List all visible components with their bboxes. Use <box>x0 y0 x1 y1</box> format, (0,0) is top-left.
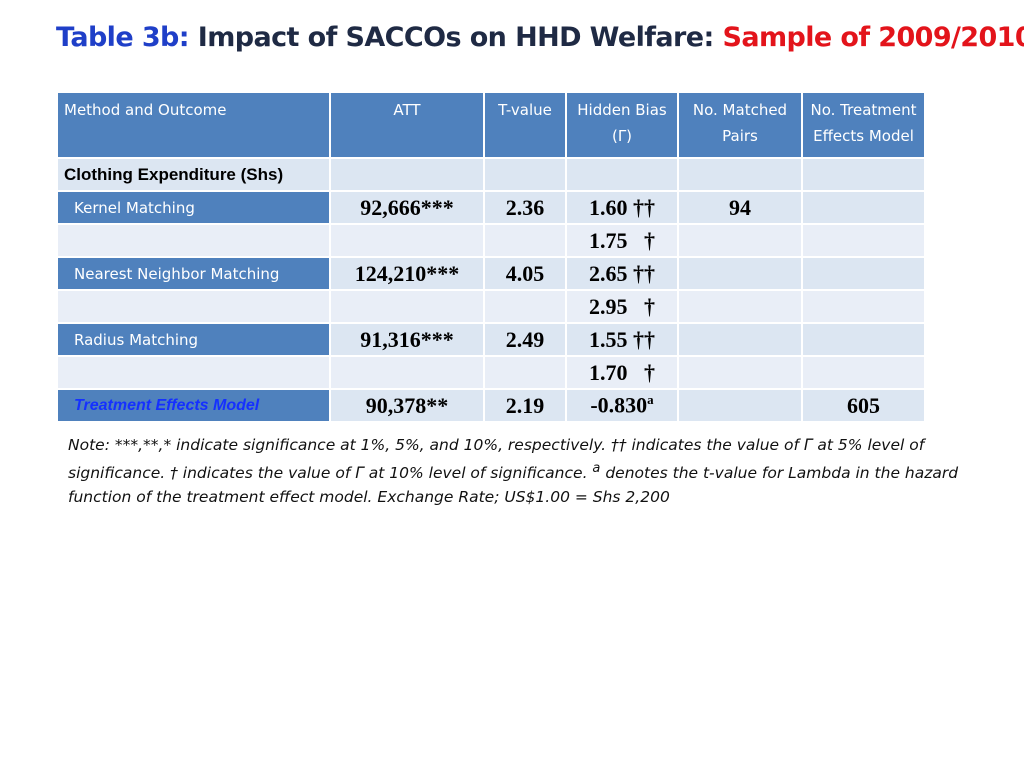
value-cell: 2.95 † <box>567 291 677 322</box>
value-text: -0.830 <box>590 392 648 418</box>
row-label <box>58 291 329 322</box>
value-sup: a <box>647 392 654 408</box>
empty-cell <box>331 159 483 190</box>
table-row: Nearest Neighbor Matching 124,210*** 4.05 2… <box>58 258 924 289</box>
value-cell <box>803 225 924 256</box>
value-cell: 4.05 <box>485 258 565 289</box>
table-row: Kernel Matching 92,666*** 2.36 1.60 †† 94 <box>58 192 924 223</box>
header-cell: No. Treatment Effects Model <box>803 93 924 157</box>
value-cell: 94 <box>679 192 801 223</box>
empty-cell <box>567 159 677 190</box>
value-cell <box>803 192 924 223</box>
value-cell <box>803 357 924 388</box>
note-text: denotes the t-value for Lambda in the ha… <box>68 464 959 507</box>
value-cell <box>803 291 924 322</box>
empty-cell <box>803 159 924 190</box>
header-cell: No. Matched Pairs <box>679 93 801 157</box>
value-cell <box>803 324 924 355</box>
title: Table 3b: Impact of SACCOs on HHD Welfar… <box>56 22 1024 53</box>
header-row: Method and Outcome ATT T-value Hidden Bias … <box>58 93 924 157</box>
value-cell: 124,210*** <box>331 258 483 289</box>
value-cell: 1.55 †† <box>567 324 677 355</box>
empty-cell <box>485 159 565 190</box>
header-cell: ATT <box>331 93 483 157</box>
row-label: Treatment Effects Model <box>58 390 329 421</box>
table-row: 1.70 † <box>58 357 924 388</box>
title-highlight: Sample of 2009/2010 <box>722 22 1024 53</box>
value-cell <box>679 225 801 256</box>
value-cell: -0.830a <box>567 390 677 421</box>
row-label: Nearest Neighbor Matching <box>58 258 329 289</box>
value-cell <box>331 357 483 388</box>
table-row: 2.95 † <box>58 291 924 322</box>
note: Note: ***,**,* indicate significance at … <box>68 433 968 509</box>
value-cell: 1.70 † <box>567 357 677 388</box>
value-cell <box>803 258 924 289</box>
value-cell <box>679 390 801 421</box>
value-cell: 2.49 <box>485 324 565 355</box>
row-label: Radius Matching <box>58 324 329 355</box>
header-cell: T-value <box>485 93 565 157</box>
note-sup: a <box>592 461 601 476</box>
section-cell: Clothing Expenditure (Shs) <box>58 159 329 190</box>
title-label: Table 3b: <box>56 22 190 53</box>
value-cell: 1.75 † <box>567 225 677 256</box>
note-text: Note: ***,**,* indicate significance at … <box>68 436 925 483</box>
value-cell: 2.19 <box>485 390 565 421</box>
value-cell: 90,378** <box>331 390 483 421</box>
value-cell: 91,316*** <box>331 324 483 355</box>
value-cell <box>485 357 565 388</box>
value-cell <box>679 324 801 355</box>
value-cell <box>485 291 565 322</box>
value-cell <box>331 291 483 322</box>
value-cell: 92,666*** <box>331 192 483 223</box>
value-cell: 605 <box>803 390 924 421</box>
results-table: Method and Outcome ATT T-value Hidden Bias … <box>56 91 926 423</box>
row-label <box>58 225 329 256</box>
table-row: 1.75 † <box>58 225 924 256</box>
value-cell <box>679 291 801 322</box>
value-cell: 2.36 <box>485 192 565 223</box>
title-main: Impact of SACCOs on HHD Welfare: <box>197 22 714 53</box>
row-label: Kernel Matching <box>58 192 329 223</box>
header-cell: Hidden Bias (Γ) <box>567 93 677 157</box>
table-row: Treatment Effects Model 90,378** 2.19 -0.83… <box>58 390 924 421</box>
value-cell <box>331 225 483 256</box>
section-row: Clothing Expenditure (Shs) <box>58 159 924 190</box>
empty-cell <box>679 159 801 190</box>
table-body: Clothing Expenditure (Shs) Kernel Matchin… <box>58 159 924 421</box>
header-cell: Method and Outcome <box>58 93 329 157</box>
value-cell <box>485 225 565 256</box>
value-cell: 2.65 †† <box>567 258 677 289</box>
table-row: Radius Matching 91,316*** 2.49 1.55 †† <box>58 324 924 355</box>
value-cell <box>679 357 801 388</box>
row-label <box>58 357 329 388</box>
value-cell <box>679 258 801 289</box>
value-cell: 1.60 †† <box>567 192 677 223</box>
